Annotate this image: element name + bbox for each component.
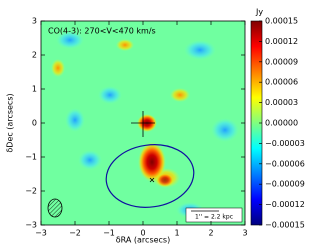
- y-axis-label: δDec (arcsecs): [6, 93, 15, 152]
- colorbar-tick-label: −0.00015: [265, 221, 305, 230]
- colorbar-tick-label: −0.00006: [265, 159, 305, 168]
- y-tick-label: 2: [32, 51, 37, 60]
- colorbar-tick-label: 0.00006: [265, 78, 298, 87]
- x-tick-label: −3: [35, 229, 47, 238]
- x-marker: [149, 177, 155, 183]
- x-tick-label: −2: [69, 229, 81, 238]
- x-axis-label: δRA (arcsecs): [116, 236, 170, 245]
- colorbar-tick-label: −0.00003: [265, 139, 305, 148]
- colorbar-tick-label: −0.00012: [265, 200, 305, 209]
- colorbar-tick-label: 0.00015: [265, 17, 298, 26]
- scale-box: [185, 207, 243, 223]
- x-tick-label: 1: [174, 229, 179, 238]
- colorbar-tick-label: 0.00000: [265, 119, 298, 128]
- y-tick-label: −3: [25, 221, 37, 230]
- beam: [47, 198, 63, 218]
- y-tick-label: 1: [32, 85, 37, 94]
- intensity-map: [41, 21, 245, 225]
- y-tick-label: 3: [32, 17, 37, 26]
- chart-title: CO(4-3): 270<V<470 km/s: [48, 27, 156, 36]
- colorbar-label: Jy: [255, 8, 263, 17]
- colorbar-tick-label: 0.00012: [265, 37, 298, 46]
- y-tick-label: −1: [25, 153, 37, 162]
- colorbar-tick-label: 0.00009: [265, 57, 298, 66]
- colorbar-tick-label: −0.00009: [265, 180, 305, 189]
- x-tick-label: 2: [208, 229, 213, 238]
- scale-label: 1'' = 2.2 kpc: [195, 214, 233, 221]
- x-tick-label: 3: [242, 229, 247, 238]
- y-tick-label: −2: [25, 187, 37, 196]
- y-tick-label: 0: [32, 119, 37, 128]
- x-tick-label: −1: [103, 229, 115, 238]
- x-tick-label: 0: [140, 229, 145, 238]
- aperture-ellipse: [105, 144, 195, 208]
- colorbar-tick-label: 0.00003: [265, 98, 298, 107]
